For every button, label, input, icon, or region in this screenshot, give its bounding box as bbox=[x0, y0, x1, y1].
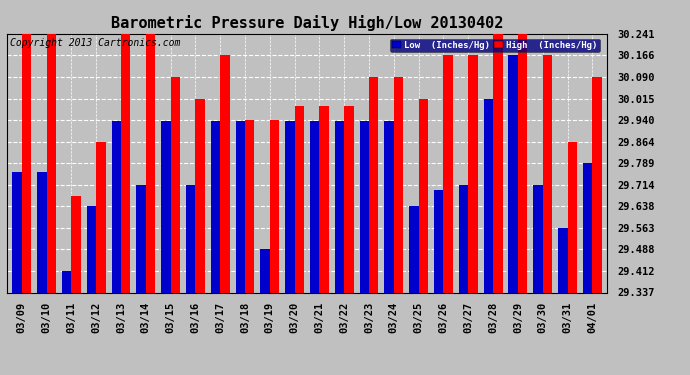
Bar bbox=[12, 172, 22, 292]
Bar bbox=[484, 99, 493, 292]
Bar bbox=[47, 34, 56, 292]
Bar bbox=[295, 106, 304, 292]
Bar bbox=[459, 185, 469, 292]
Bar bbox=[384, 121, 394, 292]
Bar bbox=[22, 34, 31, 292]
Bar bbox=[146, 34, 155, 292]
Bar bbox=[583, 163, 592, 292]
Bar bbox=[509, 56, 518, 292]
Bar bbox=[543, 56, 552, 292]
Bar bbox=[394, 77, 403, 292]
Bar bbox=[260, 249, 270, 292]
Bar bbox=[195, 99, 205, 292]
Bar bbox=[112, 121, 121, 292]
Bar bbox=[211, 121, 220, 292]
Bar bbox=[469, 56, 477, 292]
Text: Copyright 2013 Cartronics.com: Copyright 2013 Cartronics.com bbox=[10, 38, 180, 48]
Bar bbox=[592, 77, 602, 292]
Bar bbox=[359, 121, 369, 292]
Bar bbox=[170, 77, 180, 292]
Bar bbox=[245, 120, 255, 292]
Bar bbox=[434, 190, 444, 292]
Bar bbox=[319, 106, 329, 292]
Bar bbox=[235, 121, 245, 292]
Bar bbox=[161, 121, 170, 292]
Bar bbox=[567, 142, 577, 292]
Bar bbox=[62, 271, 71, 292]
Bar bbox=[409, 207, 419, 292]
Bar bbox=[96, 142, 106, 292]
Bar bbox=[137, 185, 146, 292]
Legend: Low  (Inches/Hg), High  (Inches/Hg): Low (Inches/Hg), High (Inches/Hg) bbox=[390, 39, 600, 52]
Bar bbox=[493, 34, 502, 292]
Bar bbox=[335, 121, 344, 292]
Bar bbox=[344, 106, 354, 292]
Bar bbox=[121, 34, 130, 292]
Bar bbox=[186, 185, 195, 292]
Bar bbox=[444, 56, 453, 292]
Bar bbox=[270, 120, 279, 292]
Bar bbox=[310, 121, 319, 292]
Bar bbox=[558, 228, 567, 292]
Bar bbox=[71, 196, 81, 292]
Title: Barometric Pressure Daily High/Low 20130402: Barometric Pressure Daily High/Low 20130… bbox=[111, 15, 503, 31]
Bar bbox=[369, 77, 379, 292]
Bar bbox=[285, 121, 295, 292]
Bar bbox=[37, 172, 47, 292]
Bar bbox=[533, 185, 543, 292]
Bar bbox=[419, 99, 428, 292]
Bar bbox=[87, 207, 96, 292]
Bar bbox=[518, 34, 527, 292]
Bar bbox=[220, 56, 230, 292]
